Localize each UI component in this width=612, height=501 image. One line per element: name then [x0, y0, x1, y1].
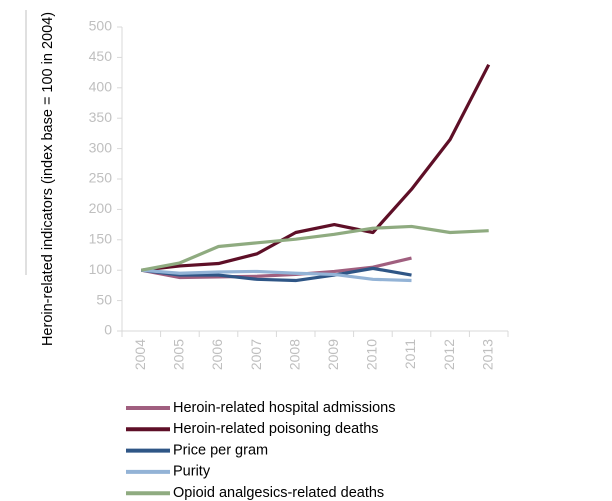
legend-label: Opioid analgesics-related deaths	[173, 485, 384, 501]
series-line	[141, 224, 489, 272]
x-tick-label: 2006	[209, 339, 225, 370]
x-tick-label: 2010	[364, 339, 380, 370]
y-tick-label: 400	[89, 79, 113, 95]
y-tick-label: 150	[89, 231, 113, 247]
y-tick-label: 250	[89, 170, 113, 186]
x-tick-label: 2008	[286, 339, 302, 370]
x-tick-label: 2011	[402, 339, 418, 369]
x-tick-label: 2013	[479, 339, 495, 370]
y-tick-label: 500	[89, 18, 113, 34]
legend-label: Heroin-related hospital admissions	[173, 400, 395, 416]
x-tick-label: 2012	[441, 339, 457, 370]
y-tick-label: 50	[96, 291, 112, 307]
y-tick-label: 100	[89, 261, 113, 277]
y-tick-label: 450	[89, 48, 113, 64]
y-axis-label: Heroin-related indicators (index base = …	[40, 12, 56, 346]
x-tick-label: 2009	[325, 339, 341, 370]
x-tick-label: 2004	[132, 339, 148, 370]
legend-label: Price per gram	[173, 442, 268, 458]
x-tick-label: 2005	[171, 339, 187, 370]
x-tick-label: 2007	[248, 339, 264, 370]
legend-label: Heroin-related poisoning deaths	[173, 421, 379, 437]
series-line	[141, 63, 491, 272]
y-tick-label: 300	[89, 139, 113, 155]
y-tick-label: 0	[104, 322, 112, 338]
series-line	[141, 268, 412, 283]
legend-label: Purity	[173, 464, 211, 480]
y-tick-label: 350	[89, 109, 113, 125]
series-line	[141, 266, 412, 283]
y-tick-label: 200	[89, 200, 113, 216]
